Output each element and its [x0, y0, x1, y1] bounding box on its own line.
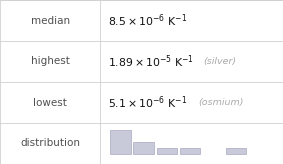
Text: distribution: distribution [20, 139, 80, 148]
Text: median: median [31, 16, 70, 25]
Text: (silver): (silver) [204, 57, 237, 66]
Bar [180, 148, 200, 154]
Text: $8.5\times10^{-6}$ $\mathsf{K}^{-1}$: $8.5\times10^{-6}$ $\mathsf{K}^{-1}$ [108, 12, 187, 29]
Bar [226, 148, 246, 154]
Bar [156, 148, 177, 154]
Text: (osmium): (osmium) [198, 98, 244, 107]
Text: highest: highest [31, 57, 70, 66]
Text: $1.89\times10^{-5}$ $\mathsf{K}^{-1}$: $1.89\times10^{-5}$ $\mathsf{K}^{-1}$ [108, 53, 194, 70]
Text: $5.1\times10^{-6}$ $\mathsf{K}^{-1}$: $5.1\times10^{-6}$ $\mathsf{K}^{-1}$ [108, 94, 187, 111]
Bar [134, 142, 154, 154]
Bar [110, 130, 131, 154]
Text: lowest: lowest [33, 98, 67, 107]
